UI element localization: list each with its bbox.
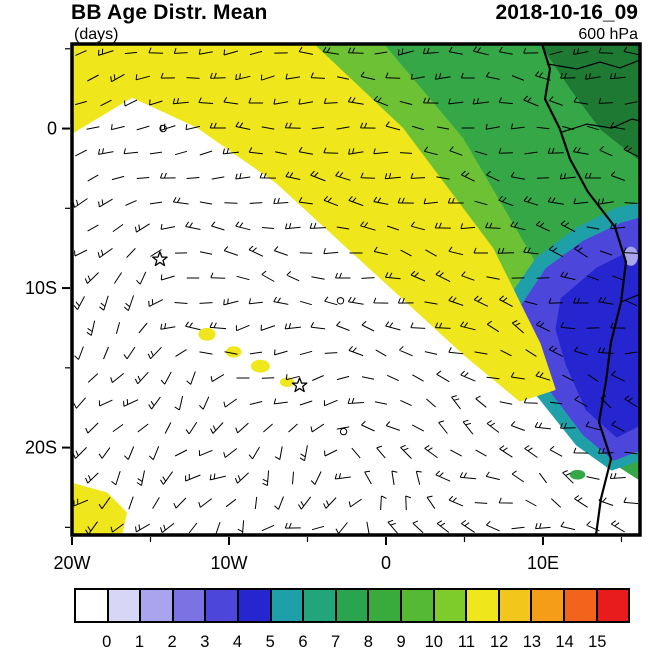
field-blob: [569, 469, 586, 480]
colorbar-box: [173, 590, 207, 621]
units-label: (days): [74, 26, 119, 43]
field-region-blue-deep-core: [555, 249, 640, 438]
plot-timestamp: 2018-10-16_09: [495, 1, 638, 24]
field-blob: [225, 346, 242, 358]
colorbar-box: [108, 590, 142, 621]
pressure-level-label: 600 hPa: [578, 26, 638, 43]
colorbar-tick-label: 8: [363, 633, 373, 651]
colorbar-box: [141, 590, 174, 621]
colorbar-box: [76, 590, 109, 621]
colorbar-box: [499, 590, 533, 621]
country-border: [620, 293, 640, 303]
colorbar-tick-label: 4: [232, 633, 243, 651]
colorbar-box: [271, 590, 305, 621]
colorbar-tick-label: 0: [102, 633, 112, 651]
colorbar: [74, 588, 630, 623]
colorbar-tick-label: 14: [555, 633, 574, 651]
colorbar-tick-label: 2: [167, 633, 177, 651]
map-frame: [70, 42, 642, 537]
colorbar-tick-label: 3: [200, 633, 210, 651]
colorbar-tick-label: 12: [489, 633, 509, 651]
colorbar-labels: 0 1 2 3 4 5 6 7 8 9 10 11 12 13 14 15: [74, 633, 630, 655]
colorbar-tick-label: 6: [298, 633, 308, 651]
x-tick-label: 10W: [210, 553, 247, 573]
colorbar-tick-label: 5: [265, 633, 275, 651]
colorbar-tick-label: 13: [522, 633, 542, 651]
colorbar-tick-label: 15: [588, 633, 607, 651]
map-field: [72, 44, 640, 535]
star-marker: [152, 251, 168, 267]
colorbar-box: [564, 590, 598, 621]
country-border: [561, 118, 640, 133]
y-tick-label: 0: [47, 119, 57, 139]
colorbar-box: [434, 590, 468, 621]
colorbar-box: [532, 590, 565, 621]
map-plot: 20W 10W 0 10E 0 10S 20S: [25, 42, 642, 573]
colorbar-tick-label: 9: [396, 633, 406, 651]
colorbar-tick-label: 10: [424, 633, 443, 651]
field-blob: [623, 246, 639, 266]
y-tick-label: 20S: [25, 438, 57, 458]
x-tick-label: 20W: [53, 553, 90, 573]
field-blob: [198, 327, 216, 341]
x-tick-label: 0: [381, 553, 391, 573]
x-tick-label: 10E: [527, 553, 559, 573]
colorbar-tick-label: 7: [331, 633, 341, 651]
colorbar-box: [206, 590, 239, 621]
colorbar-tick-label: 11: [457, 633, 476, 651]
field-blob: [280, 377, 295, 388]
colorbar-box: [401, 590, 435, 621]
colorbar-box: [597, 590, 629, 621]
y-tick-label: 10S: [25, 278, 57, 298]
colorbar-box: [467, 590, 500, 621]
field-blob: [251, 359, 270, 373]
calm-circle: [336, 297, 345, 305]
colorbar-box: [238, 590, 272, 621]
plot-title: BB Age Distr. Mean: [71, 1, 268, 24]
colorbar-box: [336, 590, 370, 621]
coastline: [540, 44, 628, 535]
country-border: [546, 59, 640, 70]
star-marker: [291, 377, 308, 393]
field-region-green-dark-northeast: [540, 44, 640, 161]
colorbar-tick-label: 1: [134, 633, 144, 651]
wind-barbs: [72, 46, 639, 535]
colorbar-box: [304, 590, 337, 621]
colorbar-box: [369, 590, 402, 621]
